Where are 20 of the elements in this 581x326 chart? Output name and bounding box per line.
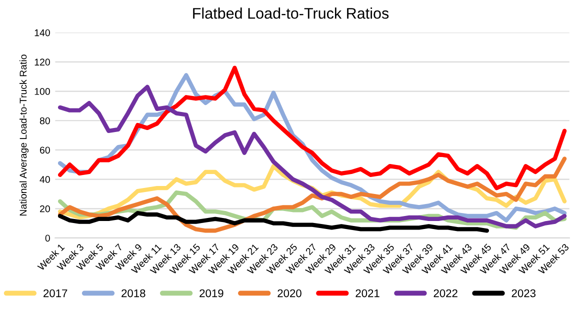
legend-label: 2018 [122, 289, 146, 298]
legend-label: 2023 [512, 289, 536, 298]
legend-label: 2017 [44, 289, 68, 298]
y-tick-label: 80 [40, 117, 50, 124]
legend-label: 2022 [434, 289, 458, 298]
line-series [58, 210, 489, 233]
y-tick-label: 0 [45, 234, 50, 242]
y-tick-label: 140 [34, 29, 50, 36]
y-tick-label: 120 [34, 58, 50, 66]
line-series [58, 156, 567, 233]
y-tick-label: 20 [40, 205, 50, 212]
y-tick-label: 100 [34, 88, 50, 95]
legend-label: 2019 [200, 289, 224, 298]
chart-title: Flatbed Load-to-Truck Ratios [193, 8, 389, 19]
y-axis-title: National Average Load-to-Truck Ratio [19, 54, 29, 216]
y-tick-label: 60 [40, 146, 50, 154]
legend-label: 2020 [278, 289, 302, 298]
legend-label: 2021 [356, 289, 380, 298]
line-series [58, 66, 567, 190]
y-tick-label: 40 [40, 176, 50, 183]
